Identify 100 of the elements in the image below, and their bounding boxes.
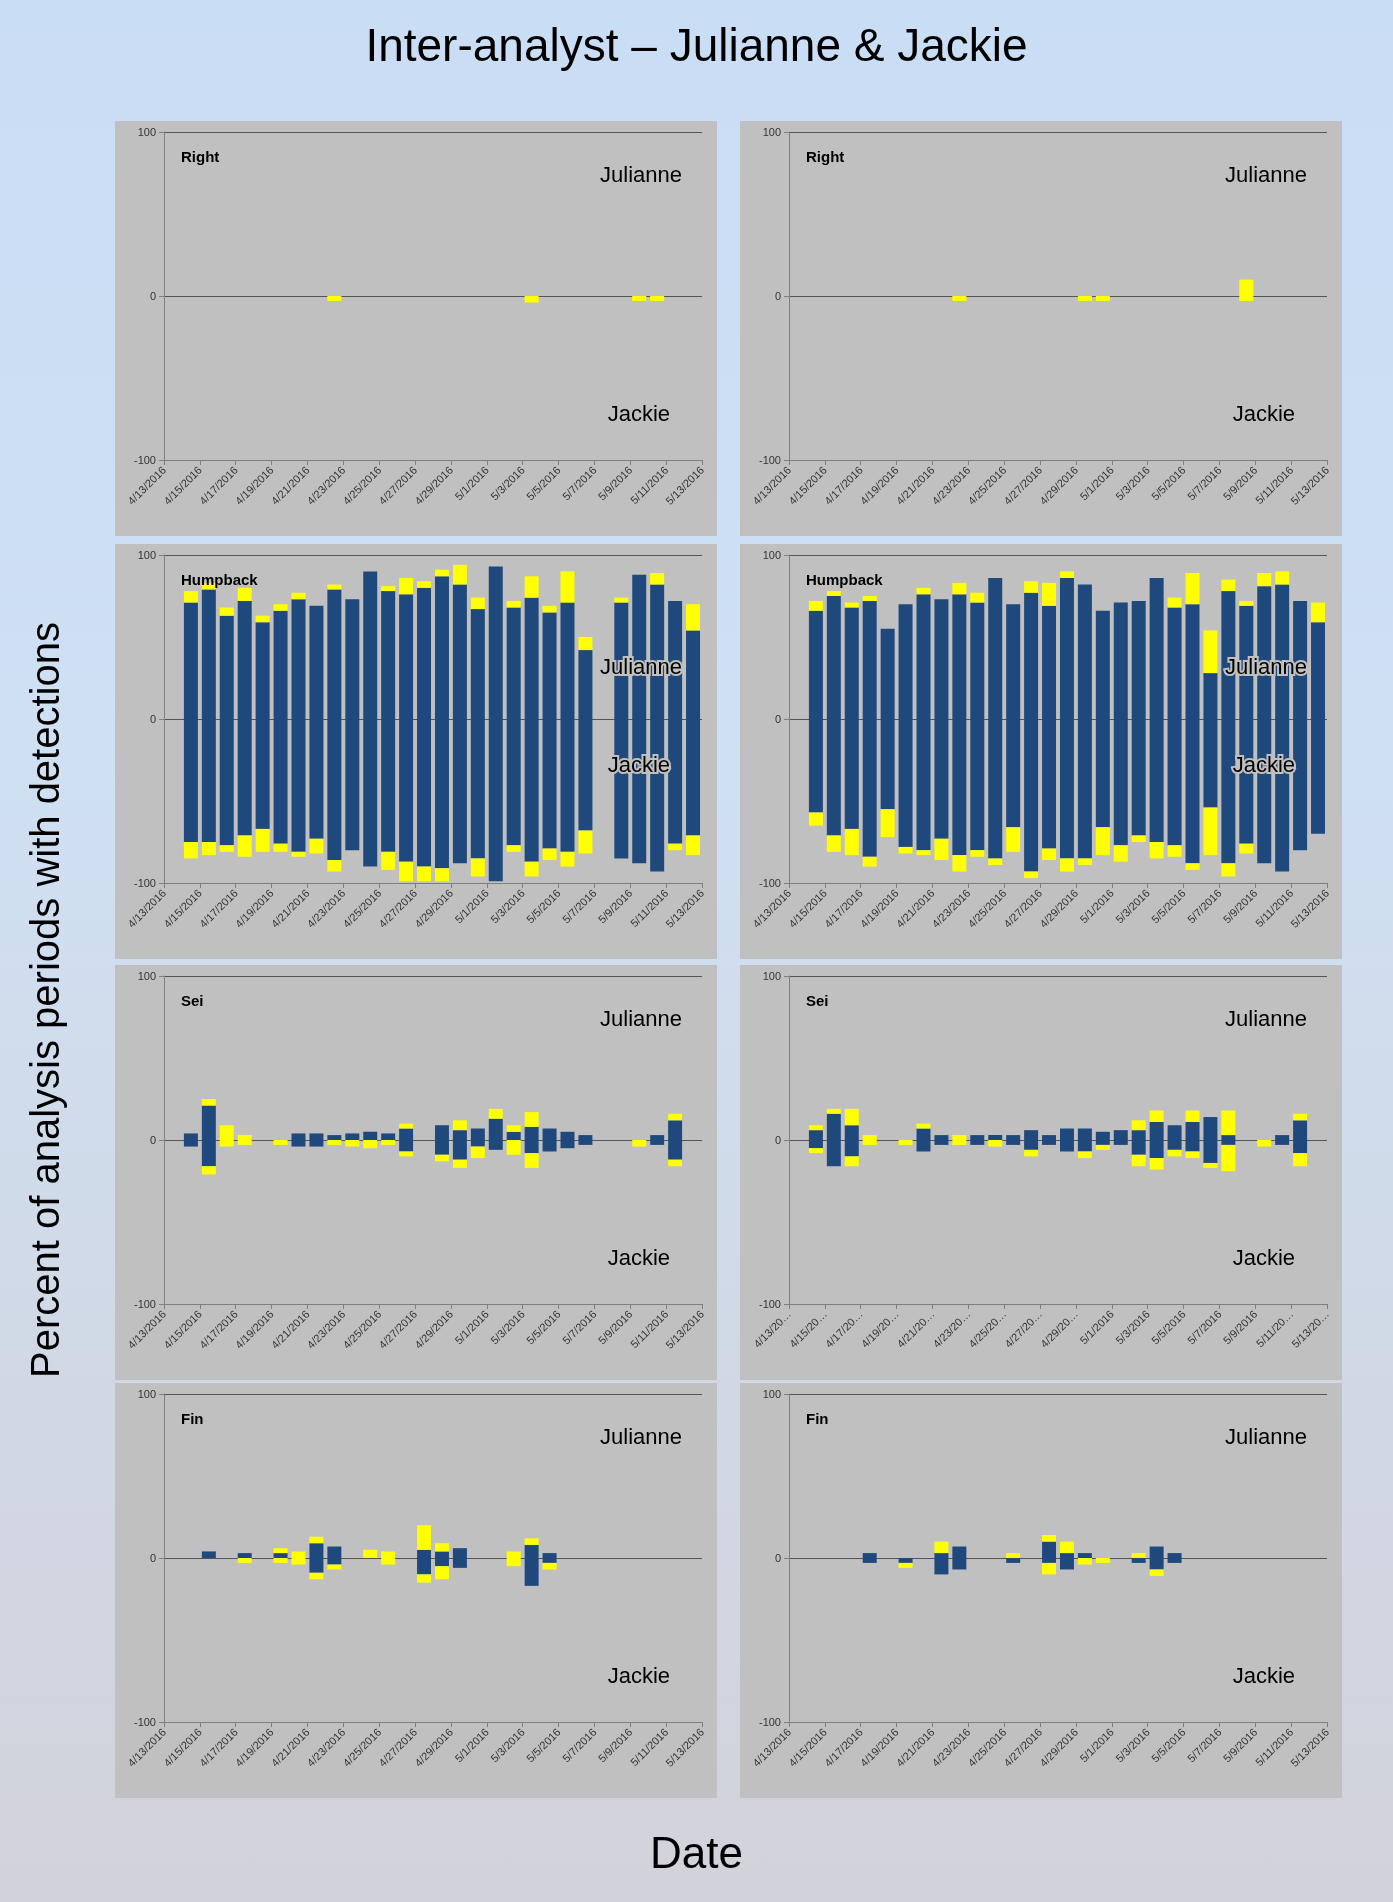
bar xyxy=(1006,827,1021,852)
annotation: Julianne xyxy=(600,1424,682,1450)
bar xyxy=(862,596,877,601)
bar xyxy=(399,577,414,595)
bar xyxy=(898,1140,913,1145)
bar xyxy=(381,1140,396,1145)
bar xyxy=(1095,1144,1110,1150)
y-tick-label: -100 xyxy=(758,1298,781,1310)
bar xyxy=(1077,1151,1092,1159)
bar xyxy=(1167,597,1182,608)
bar xyxy=(1113,845,1128,862)
bar xyxy=(898,846,913,854)
bar xyxy=(916,850,931,856)
bar xyxy=(1203,1162,1218,1168)
bar xyxy=(237,587,252,601)
bar xyxy=(1095,827,1110,856)
bar xyxy=(309,1572,324,1580)
bar xyxy=(1006,1558,1021,1563)
bar xyxy=(542,1562,557,1570)
bar xyxy=(1149,1158,1164,1170)
bar xyxy=(1167,1149,1182,1157)
bar xyxy=(452,1159,467,1168)
bar xyxy=(1042,582,1057,606)
bar xyxy=(201,1551,216,1558)
bar xyxy=(1042,848,1057,861)
text: Humpback xyxy=(181,571,259,588)
y-tick-label: 0 xyxy=(774,290,781,302)
text: Fin xyxy=(181,1410,204,1427)
bar xyxy=(309,838,324,854)
bar xyxy=(826,591,841,596)
bar xyxy=(542,848,557,861)
bar xyxy=(844,828,859,856)
bar xyxy=(844,1156,859,1167)
bar xyxy=(988,1135,1003,1140)
bar xyxy=(273,1553,288,1558)
annotation: Jackie xyxy=(1232,1245,1295,1271)
y-tick-label: -100 xyxy=(758,1716,781,1728)
y-tick-label: 0 xyxy=(774,1134,781,1146)
bar xyxy=(470,1146,485,1159)
bar xyxy=(1077,858,1092,865)
bar xyxy=(345,1133,360,1140)
bar xyxy=(1077,1558,1092,1565)
bar xyxy=(506,1140,521,1155)
bar xyxy=(1203,807,1218,856)
bar xyxy=(1059,858,1074,872)
bar xyxy=(291,851,306,857)
bar xyxy=(506,600,521,608)
bar xyxy=(488,1108,503,1119)
bar xyxy=(273,843,288,852)
text: Right xyxy=(181,148,220,165)
y-tick-label: 0 xyxy=(149,713,156,725)
bar xyxy=(632,1140,647,1147)
bar xyxy=(578,830,593,854)
bar xyxy=(183,842,198,859)
bar xyxy=(1042,1535,1057,1542)
bar xyxy=(399,1123,414,1129)
bar xyxy=(381,586,396,592)
bar xyxy=(560,571,575,603)
bar xyxy=(524,1538,539,1545)
bar xyxy=(363,1549,378,1558)
bar xyxy=(255,615,270,623)
y-tick-label: 100 xyxy=(762,126,781,138)
y-tick-label: 100 xyxy=(137,549,156,561)
bar xyxy=(201,842,216,856)
text: Sei xyxy=(806,992,829,1009)
bar xyxy=(1059,1541,1074,1554)
bar xyxy=(542,605,557,613)
bar xyxy=(1131,1154,1146,1167)
bar xyxy=(1149,1569,1164,1577)
bar xyxy=(201,1166,216,1175)
bar xyxy=(1293,1153,1308,1167)
bar xyxy=(237,1553,252,1558)
bar xyxy=(686,604,701,631)
annotation: Jackie xyxy=(607,1245,670,1271)
bar xyxy=(506,1125,521,1132)
bar xyxy=(524,1112,539,1127)
x-axis-title: Date xyxy=(649,1828,744,1878)
bar xyxy=(273,1558,288,1563)
bar xyxy=(1239,600,1254,606)
bar xyxy=(201,1099,216,1106)
bar xyxy=(237,1558,252,1563)
bar xyxy=(1149,842,1164,859)
bar xyxy=(1024,1149,1039,1157)
bar xyxy=(434,868,449,882)
annotation: Jackie xyxy=(607,401,670,427)
y-tick-label: -100 xyxy=(758,877,781,889)
bar xyxy=(381,851,396,870)
y-tick-label: 100 xyxy=(762,549,781,561)
bar xyxy=(417,866,432,882)
y-tick-label: 0 xyxy=(774,1552,781,1564)
bar xyxy=(183,591,198,603)
bar xyxy=(399,1151,414,1157)
annotation: Jackie xyxy=(1232,401,1295,427)
annotation: Julianne xyxy=(1225,1006,1307,1032)
bar xyxy=(898,1562,913,1568)
y-tick-label: -100 xyxy=(758,454,781,466)
text: Fin xyxy=(806,1410,829,1427)
bar xyxy=(524,576,539,598)
bar xyxy=(988,1140,1003,1147)
bar xyxy=(1131,1553,1146,1558)
